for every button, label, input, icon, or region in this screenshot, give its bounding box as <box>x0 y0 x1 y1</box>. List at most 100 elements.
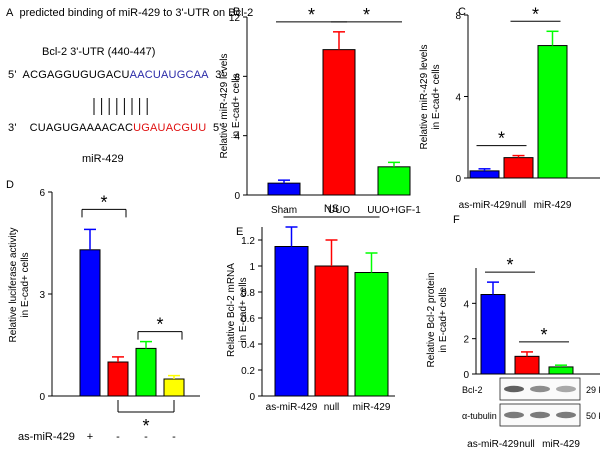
panel-a-title: predicted binding of miR-429 to 3'-UTR o… <box>19 7 254 19</box>
y-tick-label: 0 <box>463 370 469 381</box>
y-axis-label: Relative luciferase activityin E-cad+ ce… <box>8 227 31 342</box>
bottom-seq-black: CUAGUGAAAACAC <box>29 122 134 134</box>
y-tick-label: 0 <box>39 392 45 403</box>
y-axis-label: Relative miR-429 levelsin E-cad+ cells <box>219 53 242 158</box>
category-label: null <box>324 402 340 413</box>
y-tick-label: 4 <box>463 299 469 310</box>
blot-band <box>556 411 576 419</box>
panel-label: B <box>233 6 240 18</box>
category-label: as-miR-429 <box>467 439 519 450</box>
bar <box>537 45 568 179</box>
y-tick-label: 3 <box>39 290 45 301</box>
bottom-prefix: 3' <box>8 122 17 134</box>
pairing-line-group <box>93 98 148 115</box>
bar <box>503 157 534 179</box>
sig-label: * <box>506 255 513 275</box>
y-tick-label: 0.2 <box>241 366 255 377</box>
y-tick-label: 0.8 <box>241 288 255 299</box>
y-tick-label: 4 <box>455 93 461 104</box>
bar <box>163 378 185 397</box>
y-axis-label-line: Relative miR-429 levels <box>419 44 430 149</box>
row-value: + <box>87 431 93 443</box>
y-tick-label: 1.2 <box>241 236 255 247</box>
panel-a-letter: A <box>6 7 14 19</box>
y-axis-label-line: in E-cad+ cells <box>231 73 242 138</box>
y-axis-label-line: Relative Bcl-2 protein <box>426 272 437 367</box>
category-label: as-miR-429 <box>459 200 511 211</box>
bar <box>267 182 301 196</box>
row-value: - <box>172 431 176 443</box>
mir-sequence: 3' CUAGUGAAAACACUGAUACGUU 5' <box>8 122 222 134</box>
category-label: null <box>511 200 527 211</box>
y-tick-label: 0.4 <box>241 340 255 351</box>
y-axis-label-line: in E-cad+ cells <box>238 277 249 342</box>
panel-label: F <box>453 214 460 226</box>
mir-label: miR-429 <box>82 153 124 165</box>
bar <box>314 265 349 397</box>
blot-band <box>530 385 550 393</box>
bar <box>322 49 356 196</box>
blot-band <box>504 411 524 419</box>
bar <box>548 366 574 375</box>
y-axis-label-line: Relative miR-429 levels <box>219 53 230 158</box>
sig-label: NS <box>324 203 339 215</box>
panel-a-label: A predicted binding of miR-429 to 3'-UTR… <box>6 7 253 19</box>
y-axis-label-line: in E-cad+ cells <box>438 287 449 352</box>
sig-label: * <box>100 192 107 212</box>
blot-kda-label: 29 kDa <box>586 385 600 395</box>
category-label: miR-429 <box>353 402 391 413</box>
row-value: - <box>116 431 120 443</box>
panel-b: B 0 4 8 12 Relative miR-429 levelsin E-cad+ c… <box>219 5 421 216</box>
bar <box>377 166 411 196</box>
y-axis-label-line: Relative Bcl-2 mRNA <box>226 263 237 357</box>
panel-label: D <box>6 179 14 191</box>
utr-label: Bcl-2 3'-UTR (440-447) <box>42 46 156 58</box>
y-axis-label-line: Relative luciferase activity <box>8 227 19 342</box>
y-tick-label: 1 <box>249 262 255 273</box>
bar <box>135 347 157 397</box>
sig-label: * <box>532 4 539 24</box>
panel-label: C <box>458 6 466 18</box>
panel-f: F 0 2 4 Relative Bcl-2 proteinin E-cad+ cell… <box>426 214 600 450</box>
y-tick-label: 12 <box>229 13 241 24</box>
sig-label: * <box>156 315 163 335</box>
y-tick-label: 6 <box>39 188 45 199</box>
panel-d: D 0 3 6 Relative luciferase activityin E-cad… <box>6 179 200 443</box>
y-tick-label: 2 <box>463 335 469 346</box>
category-label: Sham <box>271 205 297 216</box>
bar <box>469 170 500 179</box>
y-axis-label: Relative Bcl-2 proteinin E-cad+ cells <box>426 272 449 367</box>
bar <box>79 249 101 397</box>
y-axis-label: Relative Bcl-2 mRNAin E-cad+ cells <box>226 263 249 357</box>
blot-kda-label: 50 kDa <box>586 411 600 421</box>
y-axis-label-line: in E-cad+ cells <box>20 252 31 317</box>
y-tick-label: 0 <box>249 392 255 403</box>
blot-row-label: α-tubulin <box>462 411 497 421</box>
bar <box>514 355 540 375</box>
blot-band <box>530 411 550 419</box>
y-tick-label: 0 <box>234 191 240 202</box>
y-tick-label: 0.6 <box>241 314 255 325</box>
category-label: UUO+IGF-1 <box>367 205 421 216</box>
utr-sequence: 5' ACGAGGUGUGACUAACUAUGCAA 3' <box>8 69 224 81</box>
bottom-suffix: 5' <box>212 122 222 134</box>
top-seq-blue: AACUAUGCAA <box>129 69 209 81</box>
panel-e: E 0 0.2 0.4 0.6 0.8 1 1.2 Relative Bcl-2 mRNAin … <box>226 203 395 413</box>
category-label: miR-429 <box>542 439 580 450</box>
category-label: null <box>519 439 535 450</box>
category-label: UUO <box>328 205 350 216</box>
blot-row-label: Bcl-2 <box>462 385 483 395</box>
y-tick-label: 4 <box>234 132 240 143</box>
category-label: as-miR-429 <box>266 402 318 413</box>
panel-c: C 0 4 8 Relative miR-429 levelsin E-cad+ cel… <box>419 4 600 211</box>
sig-label: * <box>363 5 370 25</box>
category-label: miR-429 <box>534 200 572 211</box>
top-prefix: 5' <box>8 69 17 81</box>
top-suffix: 3' <box>215 69 224 81</box>
panel-label: E <box>236 226 243 238</box>
top-seq-black: ACGAGGUGUGACU <box>22 69 130 81</box>
bar <box>354 272 389 397</box>
bar <box>107 361 129 397</box>
sig-label: * <box>142 416 149 436</box>
